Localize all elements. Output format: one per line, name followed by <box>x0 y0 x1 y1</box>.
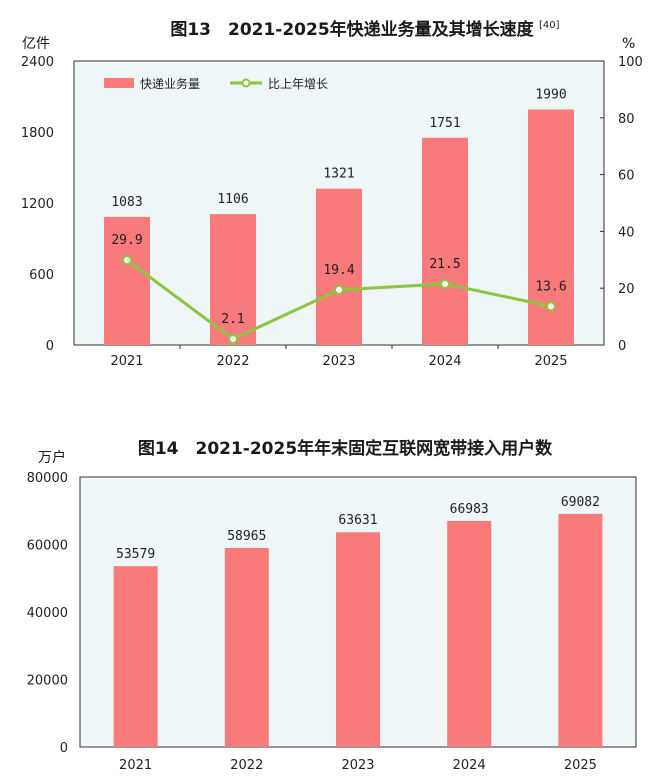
growth-value-label: 21.5 <box>429 257 460 272</box>
chart-13-left-axis: 0 600 1200 1800 2400 <box>21 55 54 354</box>
bar-value-label: 1321 <box>323 167 354 182</box>
legend-bar-label: 快递业务量 <box>140 76 200 91</box>
growth-point-2024 <box>440 278 450 289</box>
chart-13-right-axis: 0 20 40 60 80 100 <box>600 55 643 354</box>
bar-value-label: 53579 <box>116 547 155 562</box>
chart-13: 图13 2021-2025年快递业务量及其增长速度 [40] 亿件 % 0600… <box>21 19 643 369</box>
bar-value-label: 63631 <box>338 513 377 528</box>
left-tick-label: 0 <box>46 339 54 354</box>
x-tick-label: 2025 <box>534 354 567 369</box>
x-tick-label: 2024 <box>453 758 486 773</box>
bar-value-label: 69082 <box>561 495 600 510</box>
right-tick-label: 0 <box>618 339 626 354</box>
legend-bar-swatch <box>104 78 134 88</box>
bar-2024 <box>447 520 492 747</box>
right-tick-label: 80 <box>618 112 635 127</box>
chart-13-title: 图13 2021-2025年快递业务量及其增长速度 <box>170 19 534 40</box>
bar-value-label: 66983 <box>450 502 489 517</box>
bar-2024 <box>422 137 468 345</box>
x-tick-label: 2021 <box>119 758 152 773</box>
bar-2023 <box>316 188 362 345</box>
left-tick-label: 40000 <box>27 606 68 621</box>
chart-13-growth-line: 29.9 2.1 19.4 21.5 13.6 <box>111 233 567 345</box>
growth-value-label: 13.6 <box>535 279 566 294</box>
chart-14-left-unit: 万户 <box>38 449 66 466</box>
x-tick-label: 2022 <box>230 758 263 773</box>
growth-point-2021 <box>122 255 132 266</box>
chart-14-title: 图14 2021-2025年年末固定互联网宽带接入用户数 <box>138 438 553 459</box>
bar-value-label: 58965 <box>227 529 266 544</box>
bar-2023 <box>336 532 380 747</box>
left-tick-label: 0 <box>60 741 68 756</box>
bar-value-label: 1083 <box>111 195 142 210</box>
bar-value-label: 1106 <box>217 192 248 207</box>
chart-14-bars: 53579 58965 63631 66983 69082 <box>113 495 603 747</box>
growth-value-label: 19.4 <box>323 263 354 278</box>
right-tick-label: 20 <box>618 282 635 297</box>
bar-value-label: 1751 <box>429 116 460 131</box>
growth-point-2022 <box>228 334 238 345</box>
right-tick-label: 60 <box>618 169 635 184</box>
x-tick-label: 2024 <box>428 354 461 369</box>
left-tick-label: 80000 <box>27 471 68 486</box>
bar-2021 <box>113 566 158 747</box>
chart-13-right-unit: % <box>622 36 635 52</box>
right-tick-label: 40 <box>618 225 635 240</box>
bar-2021 <box>104 216 150 345</box>
x-tick-label: 2023 <box>341 758 374 773</box>
chart-14-left-axis: 0 20000 40000 60000 80000 <box>27 471 68 756</box>
chart-14-x-axis: 2021 2022 2023 2024 2025 <box>119 758 597 773</box>
left-tick-label: 20000 <box>27 674 68 689</box>
bar-value-label: 1990 <box>535 88 566 103</box>
left-tick-label: 1200 <box>21 197 54 212</box>
x-tick-label: 2023 <box>322 354 355 369</box>
left-tick-label: 600 <box>29 268 54 283</box>
growth-value-label: 29.9 <box>111 233 142 248</box>
left-tick-label: 60000 <box>27 539 68 554</box>
chart-13-title-note: [40] <box>539 20 560 31</box>
left-tick-label: 2400 <box>21 55 54 70</box>
bar-2022 <box>210 214 256 345</box>
bar-2025 <box>558 513 603 747</box>
legend-line-marker <box>241 78 251 88</box>
growth-value-label: 2.1 <box>221 312 244 327</box>
growth-point-2023 <box>334 284 344 295</box>
right-tick-label: 100 <box>618 55 643 70</box>
left-tick-label: 1800 <box>21 126 54 141</box>
chart-13-bars: 1083 1106 1321 1751 1990 <box>104 88 574 346</box>
chart-13-legend: 快递业务量 比上年增长 <box>104 76 328 91</box>
x-tick-label: 2025 <box>564 758 597 773</box>
legend-line-label: 比上年增长 <box>268 77 328 91</box>
chart-13-x-axis: 2021 2022 2023 2024 2025 <box>110 345 568 369</box>
chart-13-left-unit: 亿件 <box>22 36 50 52</box>
chart-14: 图14 2021-2025年年末固定互联网宽带接入用户数 万户 0 20000 40… <box>27 438 637 773</box>
bar-2022 <box>224 547 269 747</box>
x-tick-label: 2022 <box>216 354 249 369</box>
x-tick-label: 2021 <box>110 354 143 369</box>
growth-point-2025 <box>546 301 556 312</box>
